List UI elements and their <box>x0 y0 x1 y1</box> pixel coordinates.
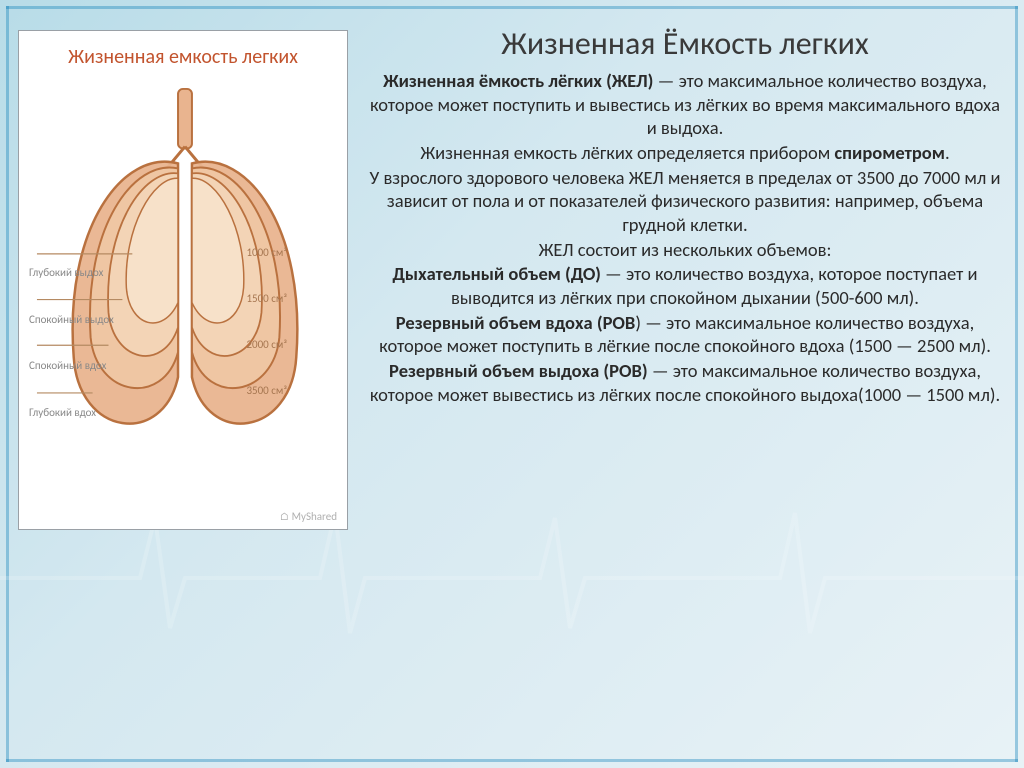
p-spirometer-tail: . <box>945 141 950 164</box>
p-do: Дыхательный объем (ДО) — это количество … <box>368 262 1002 309</box>
p-rov-in: Резервный объем вдоха (РОВ) — это максим… <box>368 311 1002 358</box>
slide: Жизненная емкость легких <box>0 0 1024 768</box>
illustration-card: Жизненная емкость легких <box>18 30 348 530</box>
watermark-text: MyShared <box>292 510 337 523</box>
p-definition: Жизненная ёмкость лёгких (ЖЕЛ) — это мак… <box>368 69 1002 140</box>
term-do: Дыхательный объем (ДО) <box>392 262 600 285</box>
vol-3500: 3500 см³ <box>246 384 287 397</box>
lungs-left-labels: Глубокий выдох Спокойный выдох Спокойный… <box>29 267 127 454</box>
p-rov-out: Резервный объем выдоха (РОВ) — это макси… <box>368 359 1002 406</box>
vol-1500: 1500 см³ <box>246 292 287 305</box>
vol-1000: 1000 см³ <box>246 246 287 259</box>
label-deep-inhale: Глубокий вдох <box>29 407 127 420</box>
card-title: Жизненная емкость легких <box>68 45 298 69</box>
p-consists: ЖЕЛ состоит из нескольких объемов: <box>368 238 1002 262</box>
label-deep-exhale: Глубокий выдох <box>29 267 127 280</box>
slide-title: Жизненная Ёмкость легких <box>368 24 1002 63</box>
lungs-volume-labels: 1000 см³ 1500 см³ 2000 см³ 3500 см³ <box>246 246 287 430</box>
watermark-icon: ⌂ <box>279 510 291 523</box>
label-calm-inhale: Спокойный вдох <box>29 360 127 373</box>
watermark: ⌂ MyShared <box>279 510 337 523</box>
term-rov-out: Резервный объем выдоха (РОВ) <box>389 359 648 382</box>
term-rov-in: Резервный объем вдоха (РОВ <box>396 311 636 334</box>
text-column: Жизненная Ёмкость легких Жизненная ёмкос… <box>348 24 1002 744</box>
term-spirometer: спирометром <box>834 141 945 164</box>
p-range: У взрослого здорового человека ЖЕЛ меняе… <box>368 166 1002 237</box>
p-spirometer: Жизненная емкость лёгких определяется пр… <box>368 141 1002 165</box>
body-text: Жизненная ёмкость лёгких (ЖЕЛ) — это мак… <box>368 69 1002 406</box>
label-calm-exhale: Спокойный выдох <box>29 314 127 327</box>
term-zhel: Жизненная ёмкость лёгких (ЖЕЛ) <box>383 69 653 92</box>
p-spirometer-prefix: Жизненная емкость лёгких определяется пр… <box>420 141 834 164</box>
vol-2000: 2000 см³ <box>246 338 287 351</box>
